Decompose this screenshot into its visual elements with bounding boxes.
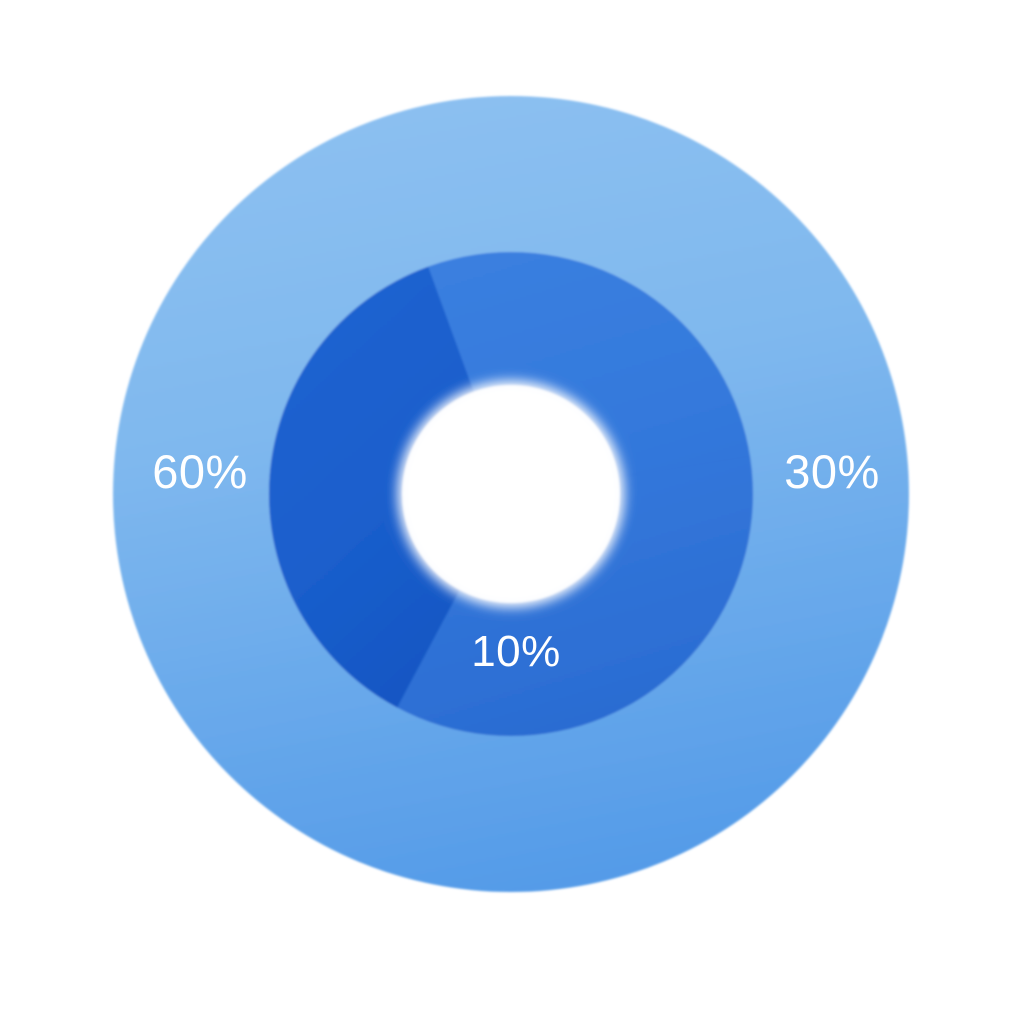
inner-sector-label-10: 10% [471,627,561,676]
middle-ring-label-30: 30% [784,445,880,498]
donut-hole [402,385,620,603]
inner-sector-slice-10[interactable] [268,266,511,708]
outer-ring-label-60: 60% [152,445,248,498]
